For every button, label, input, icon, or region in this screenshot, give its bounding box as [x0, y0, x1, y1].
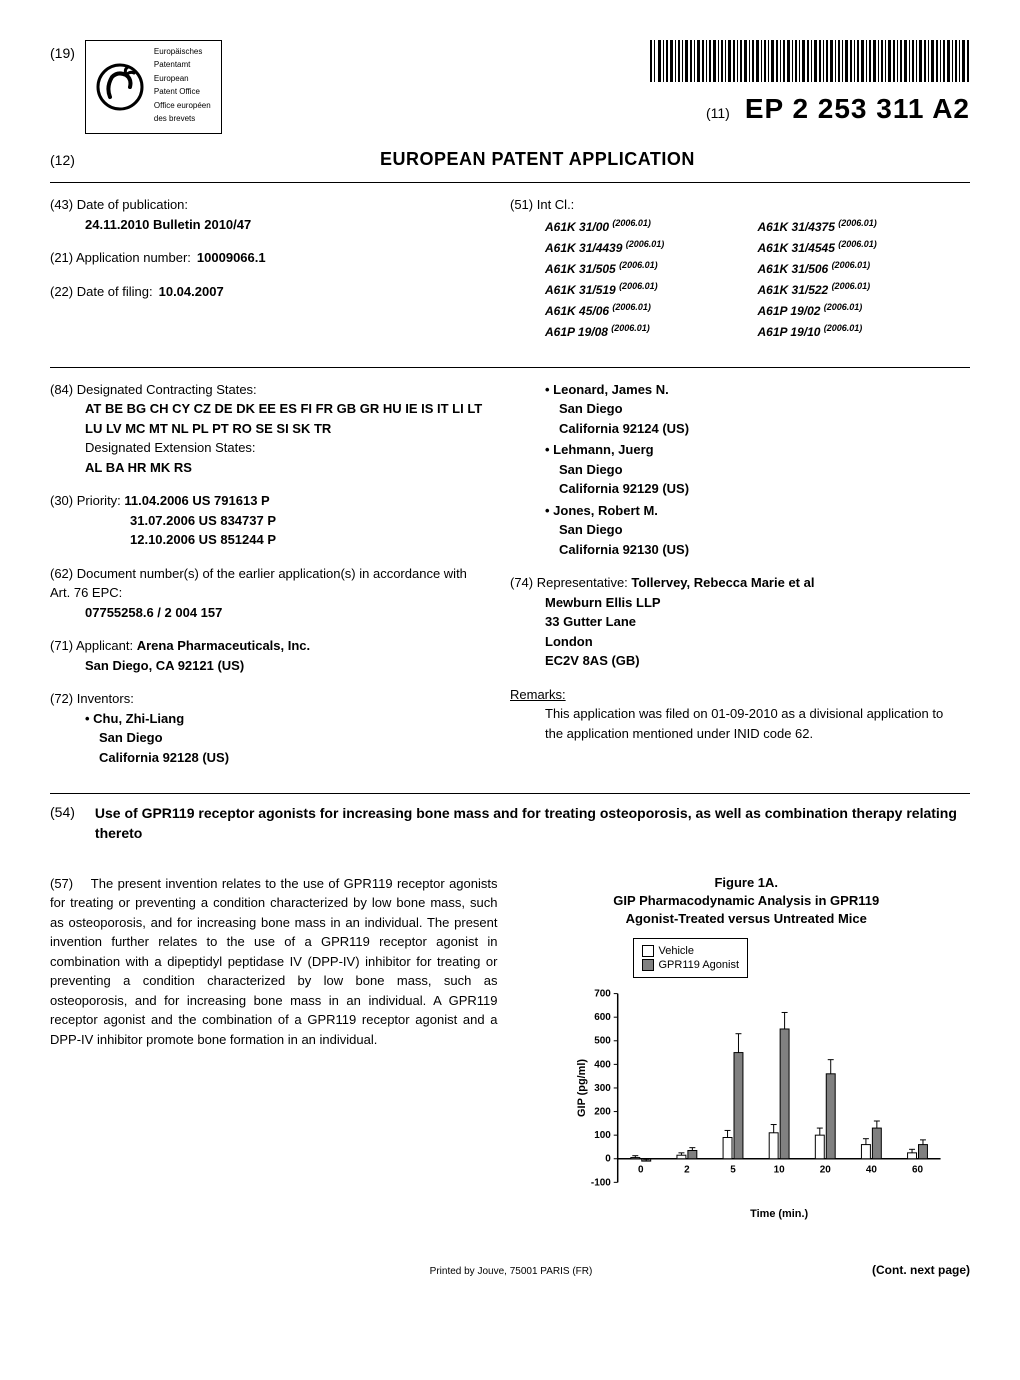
inventor-item: • Lehmann, JuergSan DiegoCalifornia 9212… [545, 440, 950, 499]
num-11: (11) [706, 105, 730, 121]
field-22: (22) Date of filing: 10.04.2007 [50, 282, 490, 302]
svg-text:40: 40 [865, 1165, 877, 1176]
barcode-icon [650, 40, 970, 82]
num-57: (57) [50, 876, 73, 891]
intcl-item: A61P 19/02 (2006.01) [758, 301, 951, 320]
svg-text:600: 600 [594, 1012, 611, 1023]
svg-text:60: 60 [911, 1165, 923, 1176]
legend-box: Vehicle GPR119 Agonist [633, 938, 749, 978]
svg-text:10: 10 [773, 1165, 785, 1176]
svg-text:100: 100 [594, 1130, 611, 1141]
bib2-left: (84) Designated Contracting States: AT B… [50, 380, 510, 782]
svg-text:400: 400 [594, 1059, 611, 1070]
logo-text: Europäisches Patentamt European Patent O… [154, 47, 211, 127]
row-12: (12) EUROPEAN PATENT APPLICATION [50, 149, 970, 170]
num-54: (54) [50, 804, 75, 843]
field-74: (74) Representative: Tollervey, Rebecca … [510, 573, 950, 671]
intcl-item: A61K 31/522 (2006.01) [758, 280, 951, 299]
legend-vehicle: Vehicle [642, 945, 740, 957]
right-header: (11) EP 2 253 311 A2 [650, 40, 970, 125]
abstract-section: (57) The present invention relates to th… [50, 874, 970, 1224]
inventor-item: • Leonard, James N.San DiegoCalifornia 9… [545, 380, 950, 439]
intcl-item: A61K 31/4375 (2006.01) [758, 217, 951, 236]
bibliographic-1: (43) Date of publication: 24.11.2010 Bul… [50, 183, 970, 367]
field-30: (30) Priority: 11.04.2006 US 791613 P 31… [50, 491, 490, 550]
bib2-right: • Leonard, James N.San DiegoCalifornia 9… [510, 380, 970, 782]
intcl-item: A61K 31/4439 (2006.01) [545, 238, 738, 257]
bar-chart: -1000100200300400500600700GIP (pg/ml)Tim… [573, 943, 951, 1223]
footer: Printed by Jouve, 75001 PARIS (FR) (Cont… [50, 1263, 970, 1277]
footer-cont: (Cont. next page) [872, 1263, 970, 1277]
svg-text:700: 700 [594, 989, 611, 1000]
legend-agonist: GPR119 Agonist [642, 959, 740, 971]
chart-container: Vehicle GPR119 Agonist -1000100200300400… [573, 943, 951, 1223]
intcl-item: A61P 19/08 (2006.01) [545, 322, 738, 341]
field-84: (84) Designated Contracting States: AT B… [50, 380, 490, 478]
header-row: (19) Europäisches Patentamt European Pat… [50, 40, 970, 134]
figure-title: Figure 1A. GIP Pharmacodynamic Analysis … [523, 874, 971, 929]
intcl-item: A61K 31/4545 (2006.01) [758, 238, 951, 257]
bib-left: (43) Date of publication: 24.11.2010 Bul… [50, 195, 510, 355]
bibliographic-2: (84) Designated Contracting States: AT B… [50, 368, 970, 794]
left-header: (19) Europäisches Patentamt European Pat… [50, 40, 222, 134]
svg-text:0: 0 [637, 1165, 643, 1176]
intcl-item: A61K 31/505 (2006.01) [545, 259, 738, 278]
intcl-item: A61K 31/00 (2006.01) [545, 217, 738, 236]
svg-text:5: 5 [730, 1165, 736, 1176]
intcl-item: A61K 31/519 (2006.01) [545, 280, 738, 299]
svg-text:200: 200 [594, 1107, 611, 1118]
logo-box: Europäisches Patentamt European Patent O… [85, 40, 222, 134]
svg-text:300: 300 [594, 1083, 611, 1094]
intcl-item: A61K 31/506 (2006.01) [758, 259, 951, 278]
intcl-item: A61P 19/10 (2006.01) [758, 322, 951, 341]
svg-text:500: 500 [594, 1036, 611, 1047]
field-71: (71) Applicant: Arena Pharmaceuticals, I… [50, 636, 490, 675]
invention-title: Use of GPR119 receptor agonists for incr… [95, 804, 970, 843]
svg-text:0: 0 [605, 1154, 611, 1165]
epo-logo-icon [96, 63, 144, 111]
inventors-cont: • Leonard, James N.San DiegoCalifornia 9… [510, 380, 950, 560]
remarks: Remarks: This application was filed on 0… [510, 685, 950, 744]
svg-text:-100: -100 [590, 1177, 610, 1188]
legend-vehicle-swatch [642, 945, 654, 957]
figure-panel: Figure 1A. GIP Pharmacodynamic Analysis … [523, 874, 971, 1224]
num-19: (19) [50, 45, 75, 61]
field-72: (72) Inventors: • Chu, Zhi-Liang San Die… [50, 689, 490, 767]
svg-text:2: 2 [684, 1165, 690, 1176]
num-12: (12) [50, 152, 75, 168]
field-62: (62) Document number(s) of the earlier a… [50, 564, 490, 623]
intcl-item: A61K 45/06 (2006.01) [545, 301, 738, 320]
epa-title: EUROPEAN PATENT APPLICATION [105, 149, 970, 170]
title-row: (54) Use of GPR119 receptor agonists for… [50, 794, 970, 853]
svg-text:Time (min.): Time (min.) [750, 1208, 808, 1220]
field-51: (51) Int Cl.: A61K 31/00 (2006.01)A61K 3… [510, 195, 950, 341]
svg-text:20: 20 [819, 1165, 831, 1176]
svg-text:GIP (pg/ml): GIP (pg/ml) [575, 1059, 587, 1117]
pub-number-row: (11) EP 2 253 311 A2 [650, 93, 970, 125]
field-43: (43) Date of publication: 24.11.2010 Bul… [50, 195, 490, 234]
intcl-grid: A61K 31/00 (2006.01) A61K 31/4375 (2006.0… [510, 217, 950, 341]
bib-right: (51) Int Cl.: A61K 31/00 (2006.01)A61K 3… [510, 195, 970, 355]
ep-number: EP 2 253 311 A2 [745, 93, 970, 125]
abstract-text: (57) The present invention relates to th… [50, 874, 498, 1224]
field-21: (21) Application number: 10009066.1 [50, 248, 490, 268]
footer-printed: Printed by Jouve, 75001 PARIS (FR) [150, 1266, 872, 1277]
inventor-item: • Jones, Robert M.San DiegoCalifornia 92… [545, 501, 950, 560]
legend-agonist-swatch [642, 959, 654, 971]
